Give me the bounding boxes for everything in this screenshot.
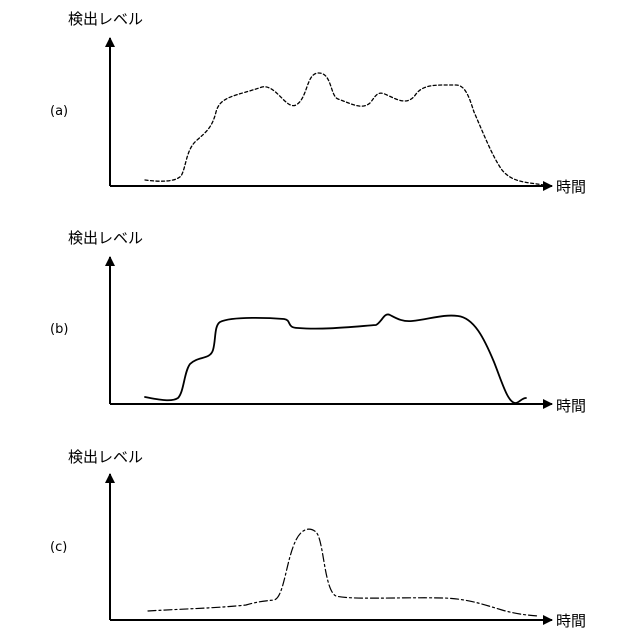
panel-a-x-axis-label: 時間 [556, 178, 586, 196]
panel-b-label: (b) [50, 322, 68, 337]
panel-c-y-axis-label: 検出レベル [68, 448, 143, 466]
panel-a-label: (a) [50, 104, 68, 119]
panel-b-x-axis-label: 時間 [556, 397, 586, 415]
panel-a-detection-curve [145, 73, 544, 185]
panel-a: 検出レベル (a) 時間 [50, 10, 586, 196]
panel-b-y-axis-label: 検出レベル [68, 229, 143, 247]
panel-c: 検出レベル (c) 時間 [50, 448, 586, 630]
panel-b: 検出レベル (b) 時間 [50, 229, 586, 415]
panel-c-x-axis-label: 時間 [556, 612, 586, 630]
panel-c-detection-curve [148, 529, 538, 616]
panel-b-detection-curve [145, 314, 526, 403]
panel-c-label: (c) [50, 540, 67, 555]
panel-a-y-axis-label: 検出レベル [68, 10, 143, 28]
